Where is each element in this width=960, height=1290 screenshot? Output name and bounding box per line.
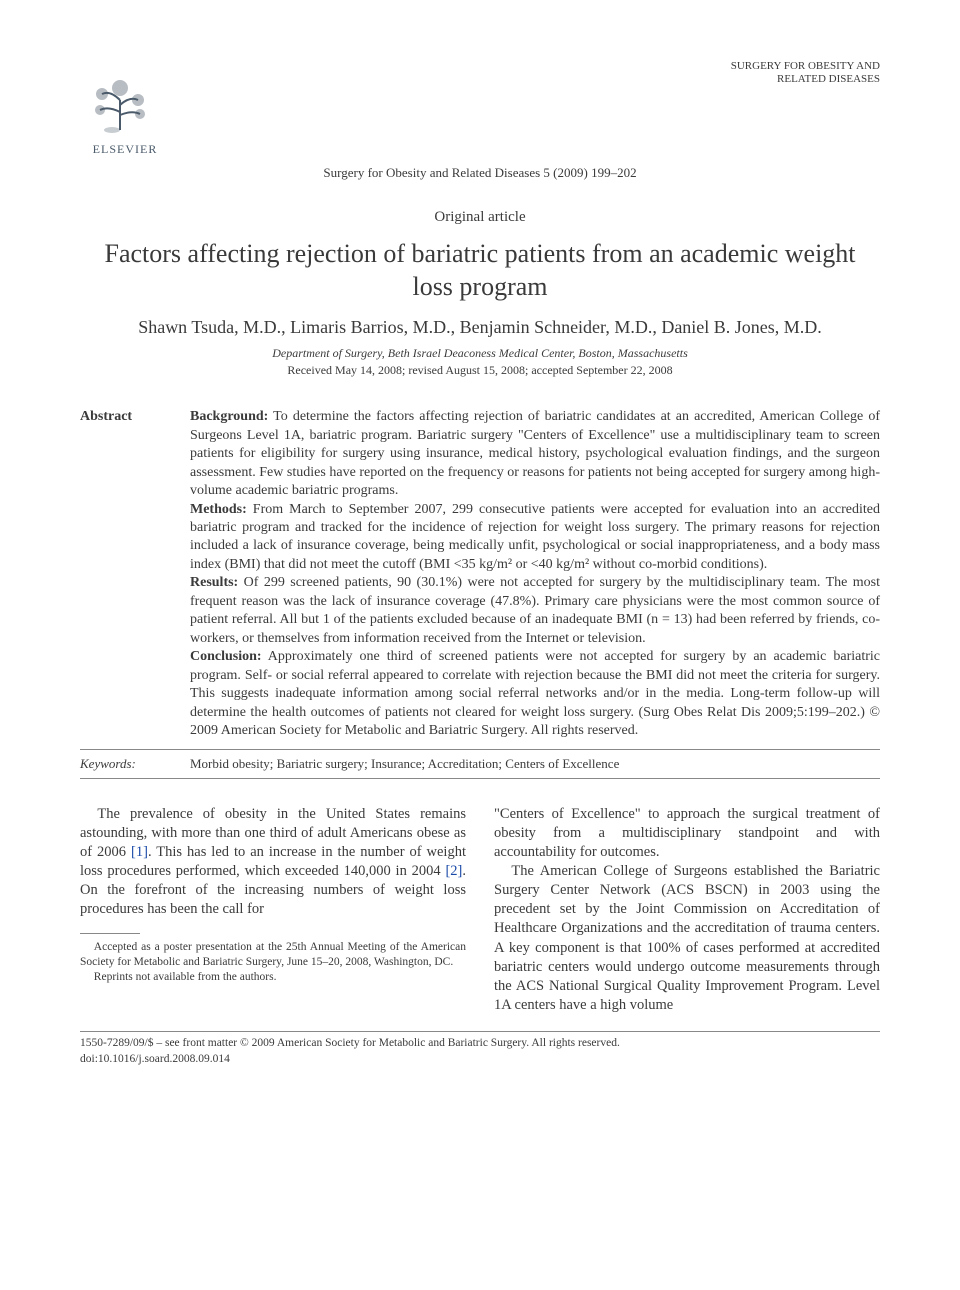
article-title: Factors affecting rejection of bariatric…: [100, 238, 860, 303]
article-type: Original article: [80, 209, 880, 226]
doi-line: doi:10.1016/j.soard.2008.09.014: [80, 1052, 880, 1068]
body-col-left: The prevalence of obesity in the United …: [80, 805, 466, 1015]
abstract-conclusion-head: Conclusion:: [190, 649, 262, 664]
authors: Shawn Tsuda, M.D., Limaris Barrios, M.D.…: [80, 315, 880, 340]
citation-link[interactable]: [2]: [445, 863, 462, 879]
abstract-methods-head: Methods:: [190, 502, 247, 517]
abstract-label: Abstract: [80, 408, 190, 740]
bottom-rule: [80, 1031, 880, 1032]
affiliation: Department of Surgery, Beth Israel Deaco…: [80, 346, 880, 361]
abstract-methods-text: From March to September 2007, 299 consec…: [190, 502, 880, 572]
header-row: ELSEVIER SURGERY FOR OBESITY AND RELATED…: [80, 60, 880, 157]
body-col-right: "Centers of Excellence" to approach the …: [494, 805, 880, 1015]
publisher-name: ELSEVIER: [80, 142, 170, 157]
page: ELSEVIER SURGERY FOR OBESITY AND RELATED…: [0, 0, 960, 1107]
abstract-body: Background: To determine the factors aff…: [190, 408, 880, 740]
body-columns: The prevalence of obesity in the United …: [80, 805, 880, 1015]
abstract-results-head: Results:: [190, 575, 238, 590]
history-dates: Received May 14, 2008; revised August 15…: [80, 363, 880, 378]
abstract-conclusion-text: Approximately one third of screened pati…: [190, 649, 880, 738]
publisher-block: ELSEVIER: [80, 60, 170, 157]
citation-line: Surgery for Obesity and Related Diseases…: [80, 165, 880, 181]
keywords-label: Keywords:: [80, 756, 190, 772]
body-paragraph: The prevalence of obesity in the United …: [80, 805, 466, 920]
abstract-background-text: To determine the factors affecting rejec…: [190, 409, 880, 498]
footnote-separator: [80, 933, 140, 934]
body-paragraph: The American College of Surgeons establi…: [494, 862, 880, 1015]
copyright-line-1: 1550-7289/09/$ – see front matter © 2009…: [80, 1036, 880, 1052]
abstract-block: Abstract Background: To determine the fa…: [80, 408, 880, 740]
keywords-row: Keywords: Morbid obesity; Bariatric surg…: [80, 749, 880, 779]
abstract-background-head: Background:: [190, 409, 268, 424]
elsevier-tree-icon: [80, 60, 160, 140]
footnote: Accepted as a poster presentation at the…: [80, 940, 466, 970]
keywords-text: Morbid obesity; Bariatric surgery; Insur…: [190, 756, 880, 772]
body-paragraph: "Centers of Excellence" to approach the …: [494, 805, 880, 862]
citation-link[interactable]: [1]: [131, 844, 148, 860]
abstract-results-text: Of 299 screened patients, 90 (30.1%) wer…: [190, 575, 880, 645]
journal-name-top: SURGERY FOR OBESITY AND RELATED DISEASES: [700, 60, 880, 86]
footnote: Reprints not available from the authors.: [80, 970, 466, 985]
